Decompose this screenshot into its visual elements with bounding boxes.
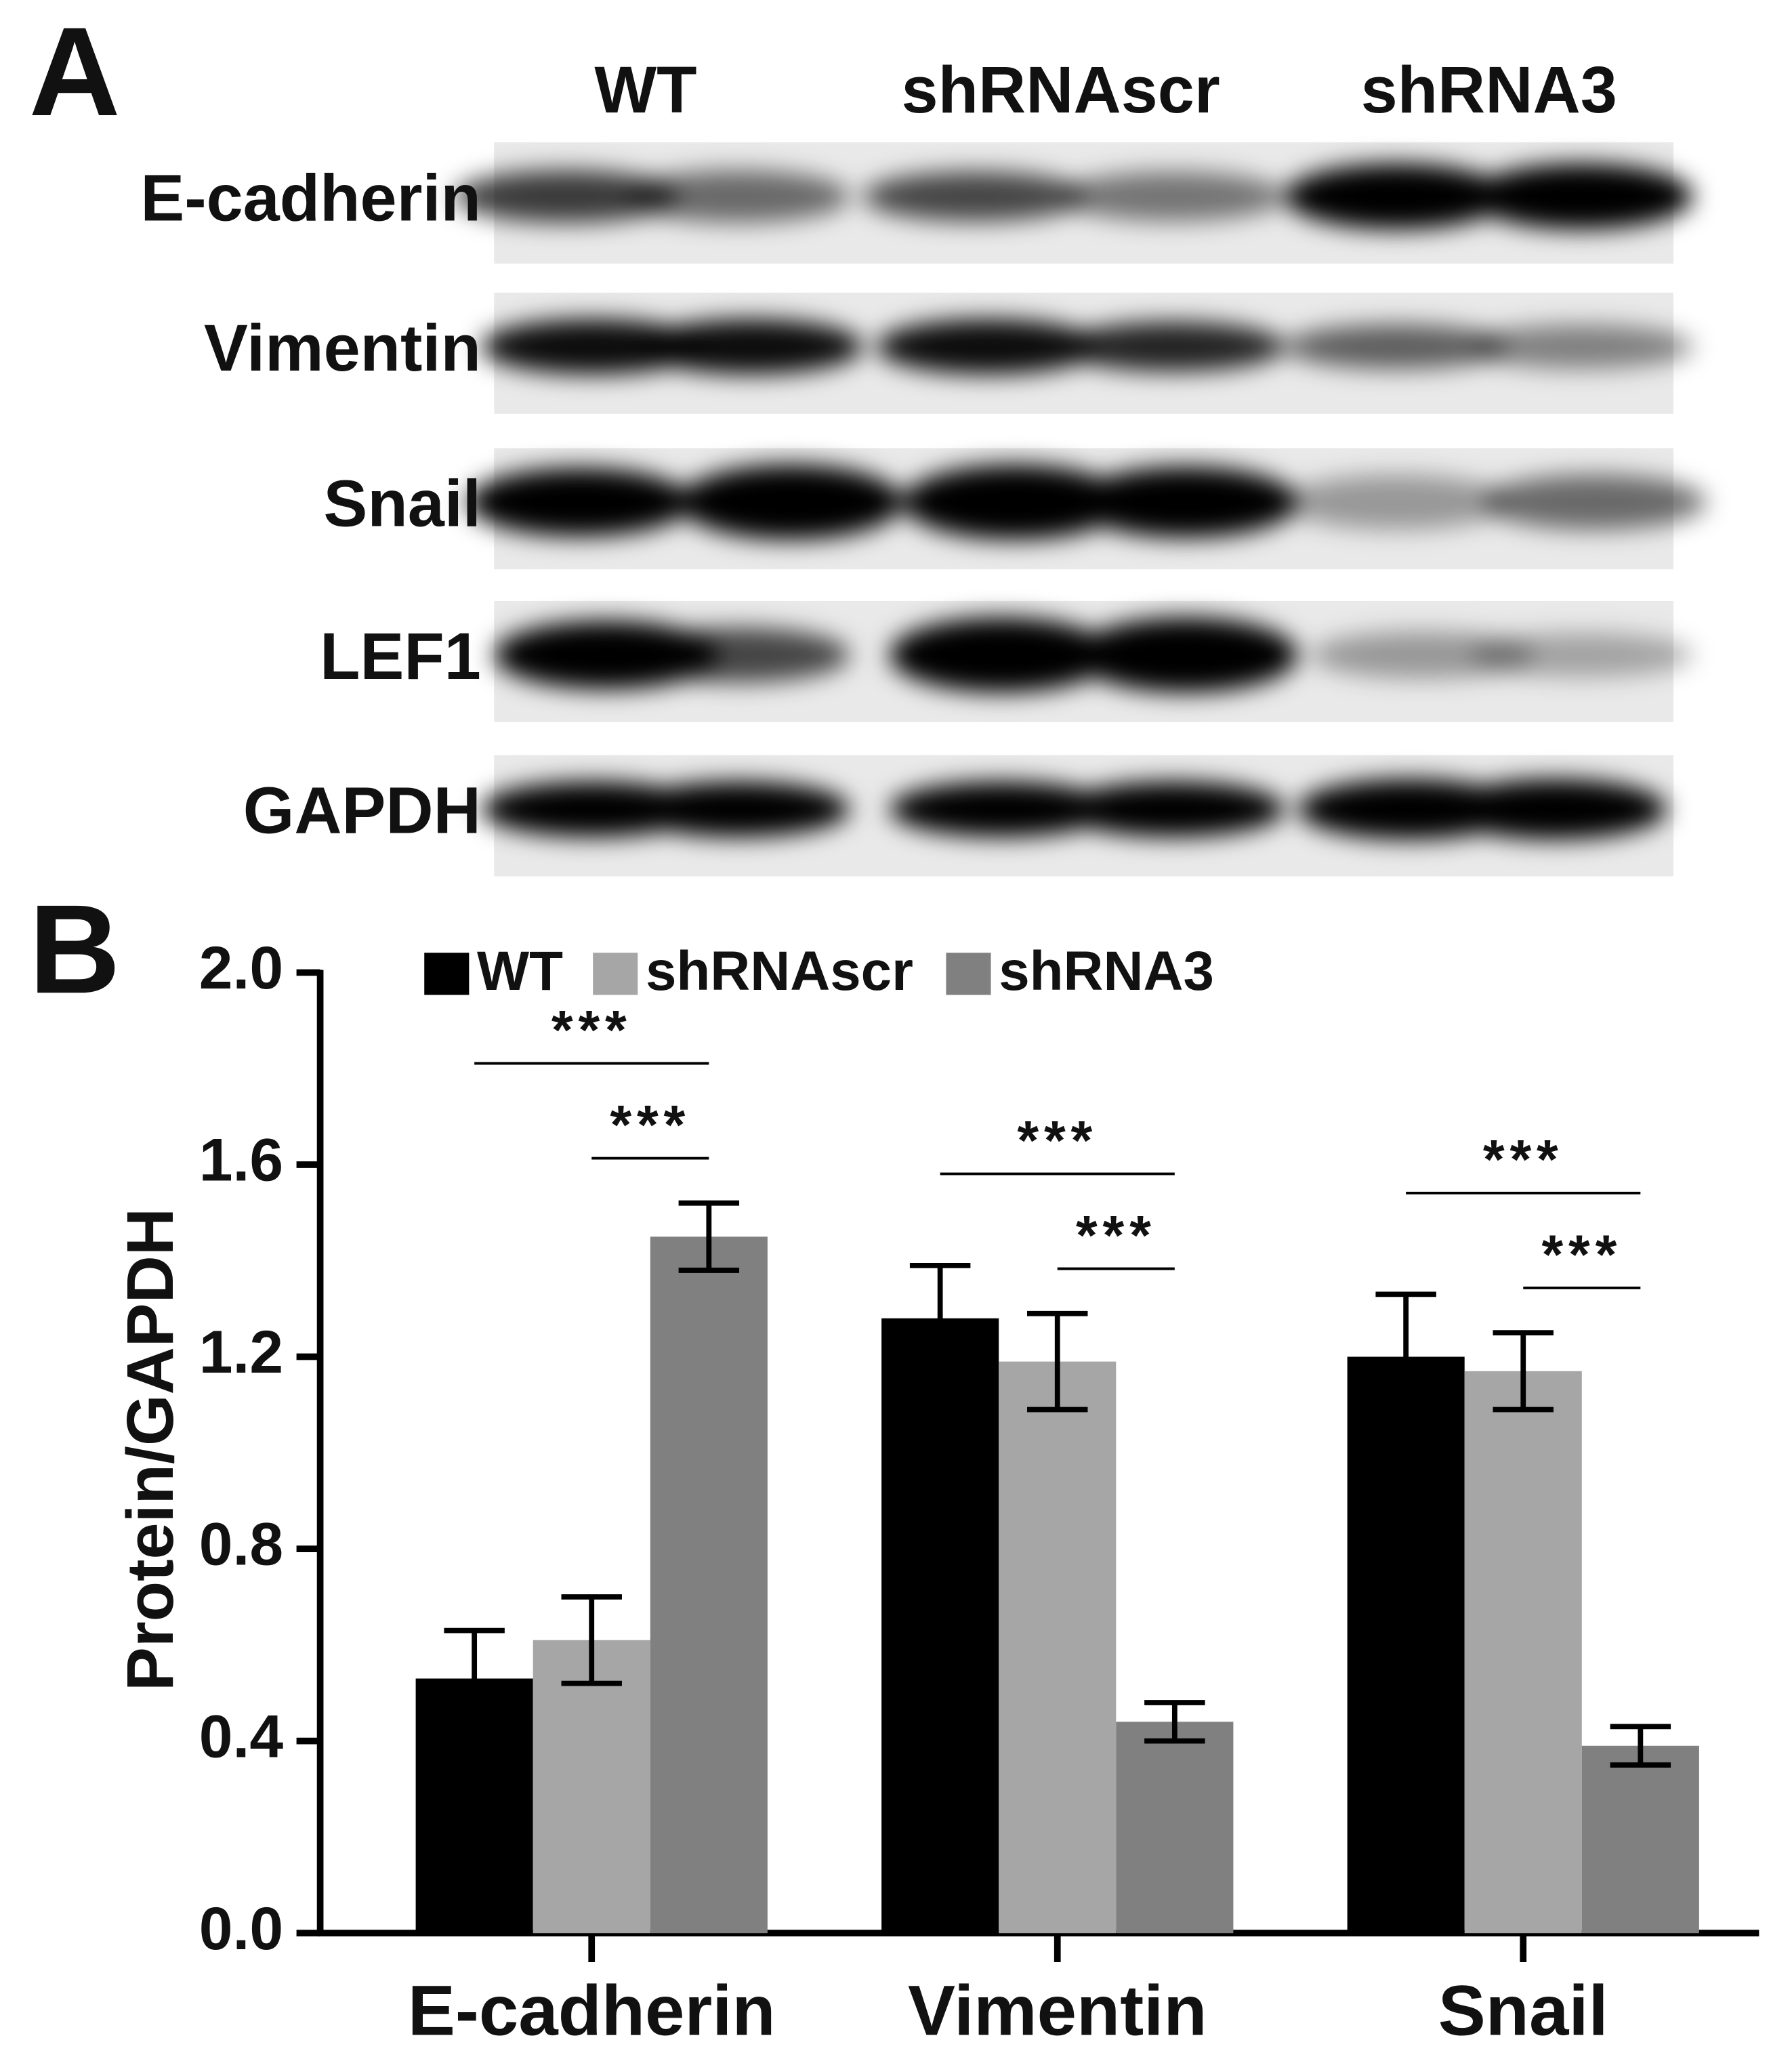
significance-label: ***: [1541, 1224, 1622, 1286]
band: [1060, 781, 1285, 837]
lane-label: shRNA3: [1361, 53, 1617, 127]
bar: [999, 1361, 1117, 1934]
band: [1060, 171, 1285, 222]
band: [480, 318, 705, 375]
band: [625, 781, 850, 837]
band: [889, 617, 1114, 693]
row-label: GAPDH: [243, 774, 481, 848]
band: [902, 464, 1127, 540]
bands: [454, 163, 1694, 230]
row-label: Snail: [324, 467, 481, 541]
band: [889, 781, 1114, 837]
legend-swatch: [424, 953, 470, 995]
band: [467, 467, 692, 537]
x-tick-label: Snail: [1438, 1971, 1608, 2050]
band: [454, 170, 679, 223]
bar: [650, 1236, 768, 1934]
row-label: E-cadherin: [140, 161, 481, 234]
band: [1060, 321, 1285, 372]
band: [1469, 632, 1694, 678]
band: [1469, 324, 1694, 369]
y-tick-label: 0.0: [199, 1894, 283, 1962]
band: [1442, 778, 1667, 839]
band: [1074, 466, 1298, 538]
panel-label: A: [29, 1, 121, 142]
bar: [1347, 1356, 1465, 1934]
significance-label: ***: [551, 999, 632, 1061]
legend-label: shRNAscr: [646, 940, 913, 1002]
significance-label: ***: [1076, 1205, 1157, 1266]
bar: [1116, 1722, 1234, 1934]
band: [625, 627, 850, 683]
band: [862, 171, 1087, 222]
bar: [1464, 1371, 1582, 1934]
significance-label: ***: [1483, 1129, 1564, 1191]
band: [1285, 163, 1509, 230]
legend-swatch: [946, 953, 991, 995]
y-axis-label: Protein/GAPDH: [113, 1208, 187, 1691]
band: [1311, 631, 1535, 679]
legend-label: WT: [477, 940, 563, 1002]
band: [1482, 474, 1707, 530]
bar: [1581, 1745, 1699, 1934]
band: [1285, 474, 1509, 530]
row-label: Vimentin: [204, 311, 481, 385]
bands: [467, 464, 1707, 540]
y-tick-label: 0.8: [199, 1510, 283, 1578]
band: [1285, 324, 1509, 369]
bar: [881, 1318, 999, 1934]
significance-label: ***: [610, 1094, 690, 1156]
row-label: LEF1: [320, 619, 481, 693]
x-tick-label: Vimentin: [908, 1971, 1207, 2050]
bands: [480, 318, 1694, 375]
legend-label: shRNA3: [999, 940, 1214, 1002]
band: [678, 464, 903, 540]
legend-swatch: [593, 953, 638, 995]
band: [876, 318, 1100, 375]
significance-label: ***: [1017, 1110, 1098, 1171]
western-blot: [454, 142, 1707, 877]
panel-label: B: [29, 878, 121, 1020]
band: [1074, 617, 1298, 693]
y-tick-label: 2.0: [199, 934, 283, 1001]
lane-label: WT: [594, 53, 696, 127]
bands: [480, 778, 1667, 839]
y-tick-label: 1.2: [199, 1318, 283, 1386]
band: [625, 170, 850, 223]
lane-label: shRNAscr: [902, 53, 1220, 127]
band: [639, 318, 863, 375]
y-tick-label: 1.6: [199, 1126, 283, 1194]
y-tick-label: 0.4: [199, 1702, 284, 1770]
bar: [533, 1640, 650, 1934]
band: [1469, 163, 1694, 230]
bands: [494, 617, 1694, 693]
x-tick-label: E-cadherin: [408, 1971, 776, 2050]
